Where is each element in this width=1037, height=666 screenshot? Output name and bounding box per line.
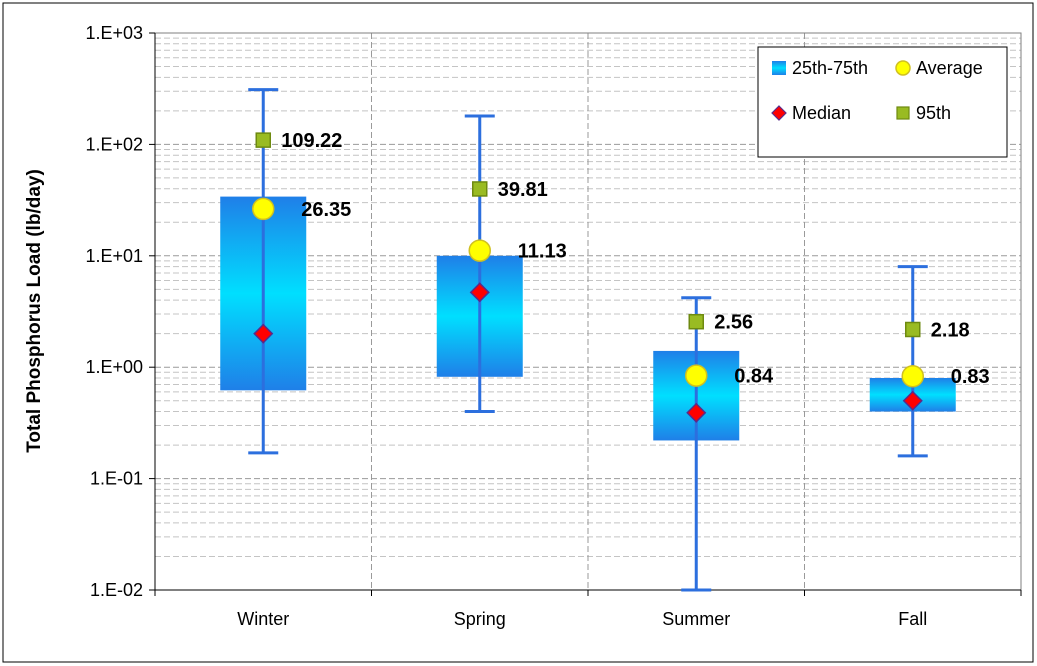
y-tick-label: 1.E+00	[85, 357, 143, 377]
median-marker	[469, 282, 490, 303]
average-marker	[901, 364, 924, 388]
x-tick-label: Summer	[662, 609, 730, 629]
legend-label: 95th	[916, 103, 951, 123]
x-tick-label: Fall	[898, 609, 927, 629]
legend-swatch-p95	[896, 106, 910, 120]
median-marker	[902, 390, 923, 411]
y-axis-label: Total Phosphorus Load (lb/day)	[24, 169, 45, 453]
average-data-label: 26.35	[301, 199, 351, 221]
p95-marker	[905, 321, 921, 338]
p95-data-label: 2.18	[931, 319, 970, 341]
chart-marks: 109.22 26.35 39.81 11.13 2.56 0.84 2.18 0.83	[220, 88, 990, 592]
x-tick-label: Spring	[454, 609, 506, 629]
median-marker	[253, 323, 274, 344]
legend-label: Average	[916, 58, 983, 78]
p95-marker	[688, 313, 704, 330]
y-tick-label: 1.E-02	[90, 580, 143, 600]
legend-label: 25th-75th	[792, 58, 868, 78]
p95-data-label: 109.22	[281, 130, 342, 152]
legend-swatch-median	[771, 105, 787, 121]
y-tick-label: 1.E+01	[85, 246, 143, 266]
average-data-label: 11.13	[518, 241, 567, 263]
x-axis: Winter Spring Summer Fall	[154, 589, 1022, 629]
average-marker	[468, 239, 491, 262]
median-marker	[686, 402, 707, 423]
average-marker	[685, 364, 708, 387]
p95-data-label: 2.56	[714, 312, 753, 334]
y-tick-label: 1.E-01	[90, 469, 143, 489]
legend: 25th-75th Average Median 95th	[757, 46, 1008, 158]
legend-label: Median	[792, 103, 851, 123]
legend-swatch-box	[772, 61, 786, 75]
legend-swatch-average	[895, 60, 911, 76]
y-tick-label: 1.E+02	[85, 134, 143, 154]
average-marker	[252, 197, 275, 221]
p95-data-label: 39.81	[498, 179, 548, 201]
p95-marker	[255, 132, 271, 148]
x-tick-label: Winter	[237, 609, 289, 629]
y-tick-label: 1.E+03	[85, 23, 143, 43]
average-data-label: 0.84	[734, 366, 774, 388]
average-data-label: 0.83	[951, 366, 990, 388]
y-axis: 1.E-02 1.E-01 1.E+00 1.E+01 1.E+02 1.E+03	[85, 23, 156, 600]
p95-marker	[472, 181, 488, 197]
legend-box	[757, 46, 1008, 158]
